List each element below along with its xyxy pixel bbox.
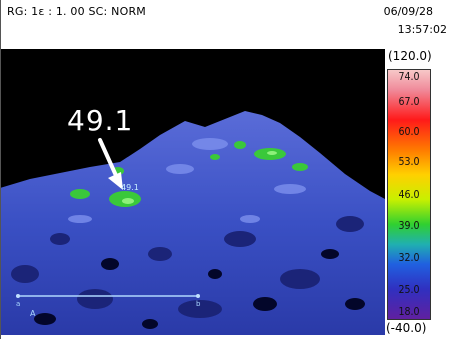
- date-readout: 06/09/28: [383, 5, 433, 18]
- scale-tick: 18.0: [398, 306, 420, 318]
- scale-min-label: (-40.0): [386, 321, 427, 335]
- line-label: A: [30, 309, 36, 318]
- spot-temperature-label: 49.1: [121, 183, 139, 192]
- bottom-border: [0, 339, 453, 343]
- scale-tick: 60.0: [398, 126, 420, 138]
- scale-tick: 67.0: [398, 96, 420, 108]
- scale-tick: 53.0: [398, 156, 420, 168]
- scale-tick: 32.0: [398, 252, 420, 264]
- scale-tick: 46.0: [398, 189, 420, 201]
- thermal-image: [0, 49, 385, 335]
- left-border: [0, 0, 1, 343]
- scale-tick: 39.0: [398, 220, 420, 232]
- scale-tick: 25.0: [398, 284, 420, 296]
- scale-max-label: (120.0): [388, 49, 432, 63]
- temperature-callout: 49.1: [67, 104, 134, 137]
- line-end-marker: b: [196, 300, 201, 308]
- line-start-marker: a: [16, 300, 21, 308]
- scale-tick: 74.0: [398, 71, 420, 83]
- temperature-color-scale: 74.0 67.0 60.0 53.0 46.0 39.0 32.0 25.0 …: [387, 69, 431, 320]
- mode-readout: RG: 1ε : 1. 00 SC: NORM: [7, 5, 146, 18]
- time-readout: 13:57:02: [397, 23, 447, 36]
